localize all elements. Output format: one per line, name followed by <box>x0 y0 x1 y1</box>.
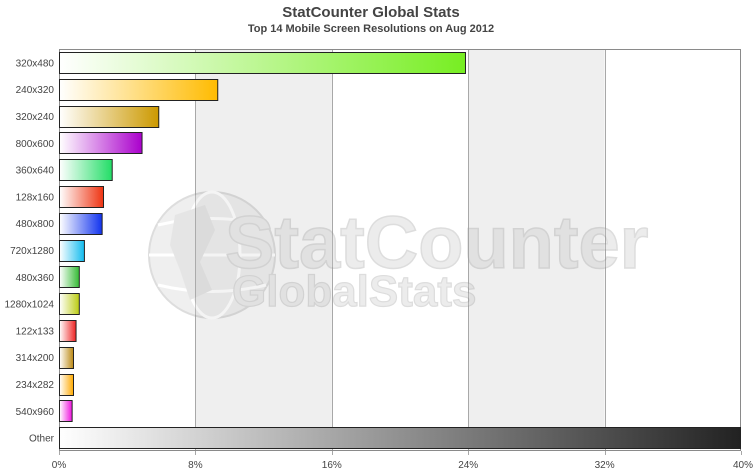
category-label: 360x640 <box>16 166 55 177</box>
category-label: 720x1280 <box>10 246 54 257</box>
bar-128x160 <box>59 186 105 208</box>
globe-icon <box>148 190 276 320</box>
bar-480x800 <box>59 213 103 235</box>
x-tick-label: 32% <box>595 460 615 471</box>
gridlines <box>59 49 742 455</box>
bars <box>59 52 741 449</box>
bar-314x200 <box>59 347 75 369</box>
bar-360x640 <box>59 159 113 181</box>
category-labels: 320x480 240x320 320x240 800x600 360x640 128x1… <box>5 58 55 444</box>
bar-234x282 <box>59 374 75 396</box>
category-label: 122x133 <box>16 326 55 337</box>
category-label: 1280x1024 <box>5 300 55 311</box>
x-tick-label: 40% <box>733 460 753 471</box>
category-label: 128x160 <box>16 192 55 203</box>
category-label: 320x240 <box>16 112 55 123</box>
category-label: 314x200 <box>16 353 55 364</box>
bar-1280x1024 <box>59 293 80 315</box>
grid-band <box>468 49 605 451</box>
bar-320x240 <box>59 106 160 128</box>
x-tick-label: 16% <box>322 460 342 471</box>
category-label: 234x282 <box>16 380 55 391</box>
bar-240x320 <box>59 79 219 101</box>
watermark-text-line2: GlobalStats <box>232 267 477 316</box>
category-label: 480x360 <box>16 273 55 284</box>
category-label: 800x600 <box>16 139 55 150</box>
bar-122x133 <box>59 320 77 342</box>
grid-bands <box>195 49 605 451</box>
bar-800x600 <box>59 132 143 154</box>
chart-subtitle: Top 14 Mobile Screen Resolutions on Aug … <box>247 23 495 35</box>
bar-Other <box>59 427 741 449</box>
bar-320x480 <box>59 52 466 74</box>
chart-title: StatCounter Global Stats <box>282 4 460 21</box>
bar-720x1280 <box>59 240 85 262</box>
category-label: 540x960 <box>16 407 55 418</box>
category-label: 320x480 <box>16 58 55 69</box>
watermark-text-line1: StatCounter <box>225 201 648 284</box>
grid-band <box>195 49 332 451</box>
x-tick-label: 24% <box>458 460 478 471</box>
x-axis-tick-labels: 0% 8% 16% 24% 32% 40% <box>52 460 753 471</box>
category-label: 240x320 <box>16 85 55 96</box>
x-tick-label: 0% <box>52 460 67 471</box>
watermark: StatCounter GlobalStats <box>148 190 649 320</box>
x-tick-label: 8% <box>188 460 203 471</box>
category-label: Other <box>29 434 55 445</box>
bar-480x360 <box>59 266 80 288</box>
category-label: 480x800 <box>16 219 55 230</box>
bar-540x960 <box>59 400 73 422</box>
